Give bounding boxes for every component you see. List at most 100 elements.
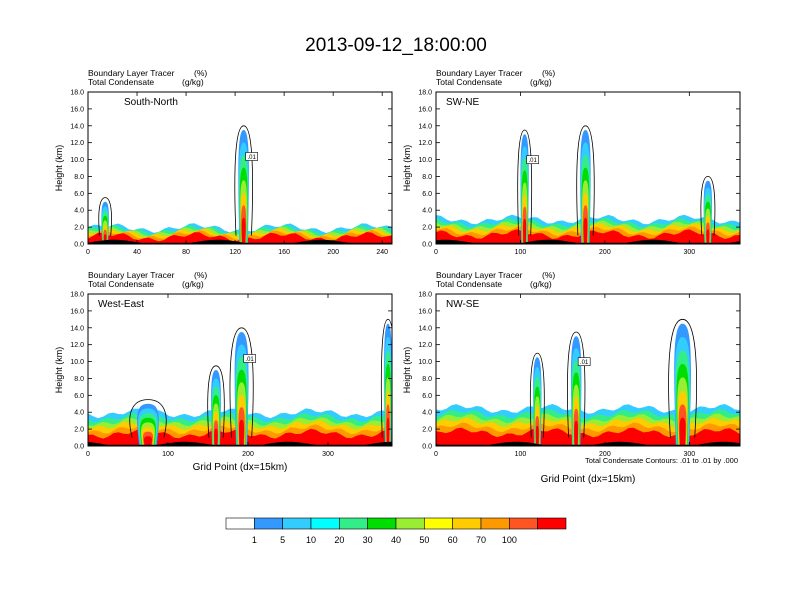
y-tick-label: 4.0	[422, 410, 432, 417]
panel-nw-se: Boundary Layer Tracer (%) Total Condensate…	[402, 270, 741, 485]
x-tick-label: 200	[599, 249, 611, 256]
tower-shade	[214, 428, 218, 446]
y-tick-label: 6.0	[422, 191, 432, 198]
y-tick-label: 0.0	[422, 242, 432, 249]
header-tracer-label: Boundary Layer Tracer	[436, 270, 523, 280]
contour-label: .01	[248, 155, 257, 161]
plot-frame	[87, 91, 393, 245]
y-tick-label: 14.0	[418, 123, 432, 130]
y-tick-label: 10.0	[70, 359, 84, 366]
x-tick-label: 200	[599, 451, 611, 458]
tower-shade	[143, 436, 153, 446]
x-tick-label: 100	[515, 249, 527, 256]
x-tick-label: 0	[434, 451, 438, 458]
tower-shade	[679, 417, 686, 446]
contour-footnote: Total Condensate Contours: .01 to .01 by…	[585, 456, 738, 465]
x-axis-label: Grid Point (dx=15km)	[193, 462, 288, 473]
y-tick-label: 16.0	[70, 106, 84, 113]
y-tick-label: 18.0	[418, 292, 432, 299]
plot-frame	[87, 293, 393, 447]
y-tick-label: 12.0	[70, 342, 84, 349]
x-tick-label: 200	[327, 249, 339, 256]
plot-area: .01	[436, 318, 740, 446]
condensate-contour	[529, 352, 545, 438]
x-tick-label: 240	[376, 249, 388, 256]
x-tick-label: 80	[182, 249, 190, 256]
x-tick-label: 120	[229, 249, 241, 256]
header-tracer-label: Boundary Layer Tracer	[88, 68, 175, 78]
panels: Boundary Layer Tracer (%) Total Condensate…	[54, 68, 741, 485]
y-tick-label: 10.0	[70, 157, 84, 164]
colorbar-swatch	[367, 517, 397, 530]
tower-shade	[535, 425, 539, 446]
y-tick-label: 10.0	[418, 359, 432, 366]
contour-label-box	[243, 354, 256, 363]
y-tick-label: 14.0	[418, 325, 432, 332]
figure-title: 2013-09-12_18:00:00	[305, 35, 487, 56]
condensate-contour	[576, 125, 595, 236]
y-axis-label: Height (km)	[54, 347, 64, 394]
condensate-contour	[668, 318, 697, 438]
header-tracer-label: Boundary Layer Tracer	[436, 68, 523, 78]
contour-label: .01	[245, 357, 254, 363]
colorbar-label: 50	[419, 535, 429, 545]
y-tick-label: 10.0	[418, 157, 432, 164]
condensate-contour	[98, 197, 112, 236]
header-condensate-units: (g/kg)	[182, 77, 204, 87]
y-axis-label: Height (km)	[402, 347, 412, 394]
colorbar: 1 5 10 20 30 40 50 60 70 100	[225, 517, 567, 545]
contour-label-box	[526, 155, 539, 164]
tower-shade	[583, 217, 588, 244]
colorbar-swatch	[537, 517, 567, 530]
terrain	[436, 441, 740, 446]
x-tick-label: 300	[322, 451, 334, 458]
condensate-contour	[380, 318, 392, 438]
y-tick-label: 0.0	[74, 444, 84, 451]
panel-label: NW-SE	[446, 299, 479, 310]
header-tracer-label: Boundary Layer Tracer	[88, 270, 175, 280]
colorbar-swatch	[480, 517, 510, 530]
y-tick-label: 12.0	[70, 140, 84, 147]
condensate-contour	[234, 125, 253, 236]
x-tick-label: 0	[86, 249, 90, 256]
plot-area: .01	[436, 125, 740, 244]
header-tracer-units: (%)	[542, 68, 555, 78]
colorbar-swatch	[282, 517, 312, 530]
plot-frame	[435, 293, 741, 447]
condensate-contour	[517, 129, 533, 236]
y-tick-label: 8.0	[74, 376, 84, 383]
header-tracer-units: (%)	[194, 270, 207, 280]
y-tick-label: 4.0	[74, 208, 84, 215]
y-tick-label: 16.0	[70, 308, 84, 315]
tower-shade	[574, 420, 579, 446]
colorbar-swatch	[339, 517, 368, 530]
condensate-contour	[700, 175, 716, 236]
colorbar-swatch	[452, 517, 482, 530]
terrain	[436, 239, 740, 244]
y-tick-label: 18.0	[70, 90, 84, 97]
colorbar-label: 40	[391, 535, 401, 545]
contour-label: .01	[580, 360, 589, 366]
panel-west-east: Boundary Layer Tracer (%) Total Condensate…	[54, 270, 393, 473]
y-tick-label: 8.0	[422, 174, 432, 181]
y-tick-label: 12.0	[418, 342, 432, 349]
panel-south-north: Boundary Layer Tracer (%) Total Condensate…	[54, 68, 393, 256]
y-tick-label: 2.0	[74, 427, 84, 434]
x-tick-label: 40	[133, 249, 141, 256]
tower-shade	[706, 229, 710, 244]
y-tick-label: 2.0	[74, 225, 84, 232]
condensate-contour	[567, 331, 586, 438]
panel-sw-ne: Boundary Layer Tracer (%) Total Condensate…	[402, 68, 741, 256]
x-tick-label: 100	[515, 451, 527, 458]
header-condensate-units: (g/kg)	[530, 279, 552, 289]
colorbar-swatch	[225, 517, 255, 530]
boundary-layer-band	[436, 427, 740, 446]
colorbar-label: 1	[252, 535, 257, 545]
header-condensate-units: (g/kg)	[182, 279, 204, 289]
contour-label: .01	[528, 158, 537, 164]
contour-label-box	[245, 152, 258, 161]
y-tick-label: 0.0	[422, 444, 432, 451]
y-tick-label: 8.0	[422, 376, 432, 383]
colorbar-swatch	[395, 517, 425, 530]
